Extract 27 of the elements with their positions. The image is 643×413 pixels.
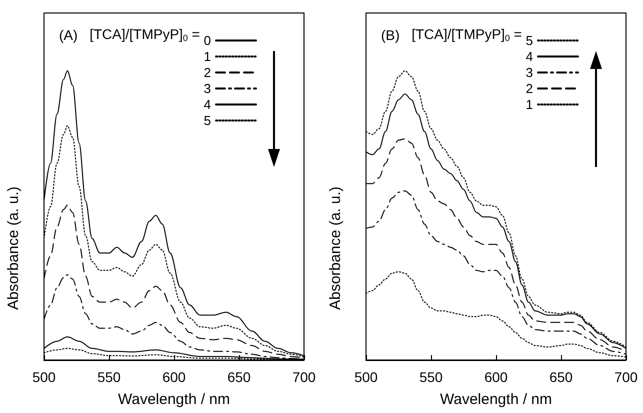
legend-label: 1 — [526, 97, 533, 112]
legend-label: 5 — [526, 33, 533, 48]
y-axis-title: Absorbance (a. u.) — [5, 186, 22, 310]
x-tick-label: 500 — [354, 369, 378, 385]
legend-label: 1 — [204, 49, 211, 64]
x-axis-title: Wavelength / nm — [440, 391, 552, 408]
x-tick-label: 550 — [97, 369, 121, 385]
x-tick-label: 700 — [292, 369, 316, 385]
legend-label: 4 — [204, 97, 211, 112]
y-axis-title: Absorbance (a. u.) — [327, 186, 344, 310]
legend-label: 3 — [204, 81, 211, 96]
legend-label: 4 — [526, 49, 533, 64]
chart-title: (A) — [59, 27, 78, 43]
x-axis-title: Wavelength / nm — [118, 391, 230, 408]
legend-label: 5 — [204, 113, 211, 128]
x-tick-label: 700 — [614, 369, 638, 385]
legend-label: 2 — [204, 65, 211, 80]
legend-label: 0 — [204, 33, 211, 48]
x-tick-label: 650 — [227, 369, 251, 385]
x-tick-label: 600 — [484, 369, 508, 385]
x-tick-label: 650 — [549, 369, 573, 385]
chart-title: (B) — [381, 27, 400, 43]
legend-label: 2 — [526, 81, 533, 96]
legend-label: 3 — [526, 65, 533, 80]
x-tick-label: 600 — [162, 369, 186, 385]
x-tick-label: 500 — [32, 369, 56, 385]
x-tick-label: 550 — [419, 369, 443, 385]
